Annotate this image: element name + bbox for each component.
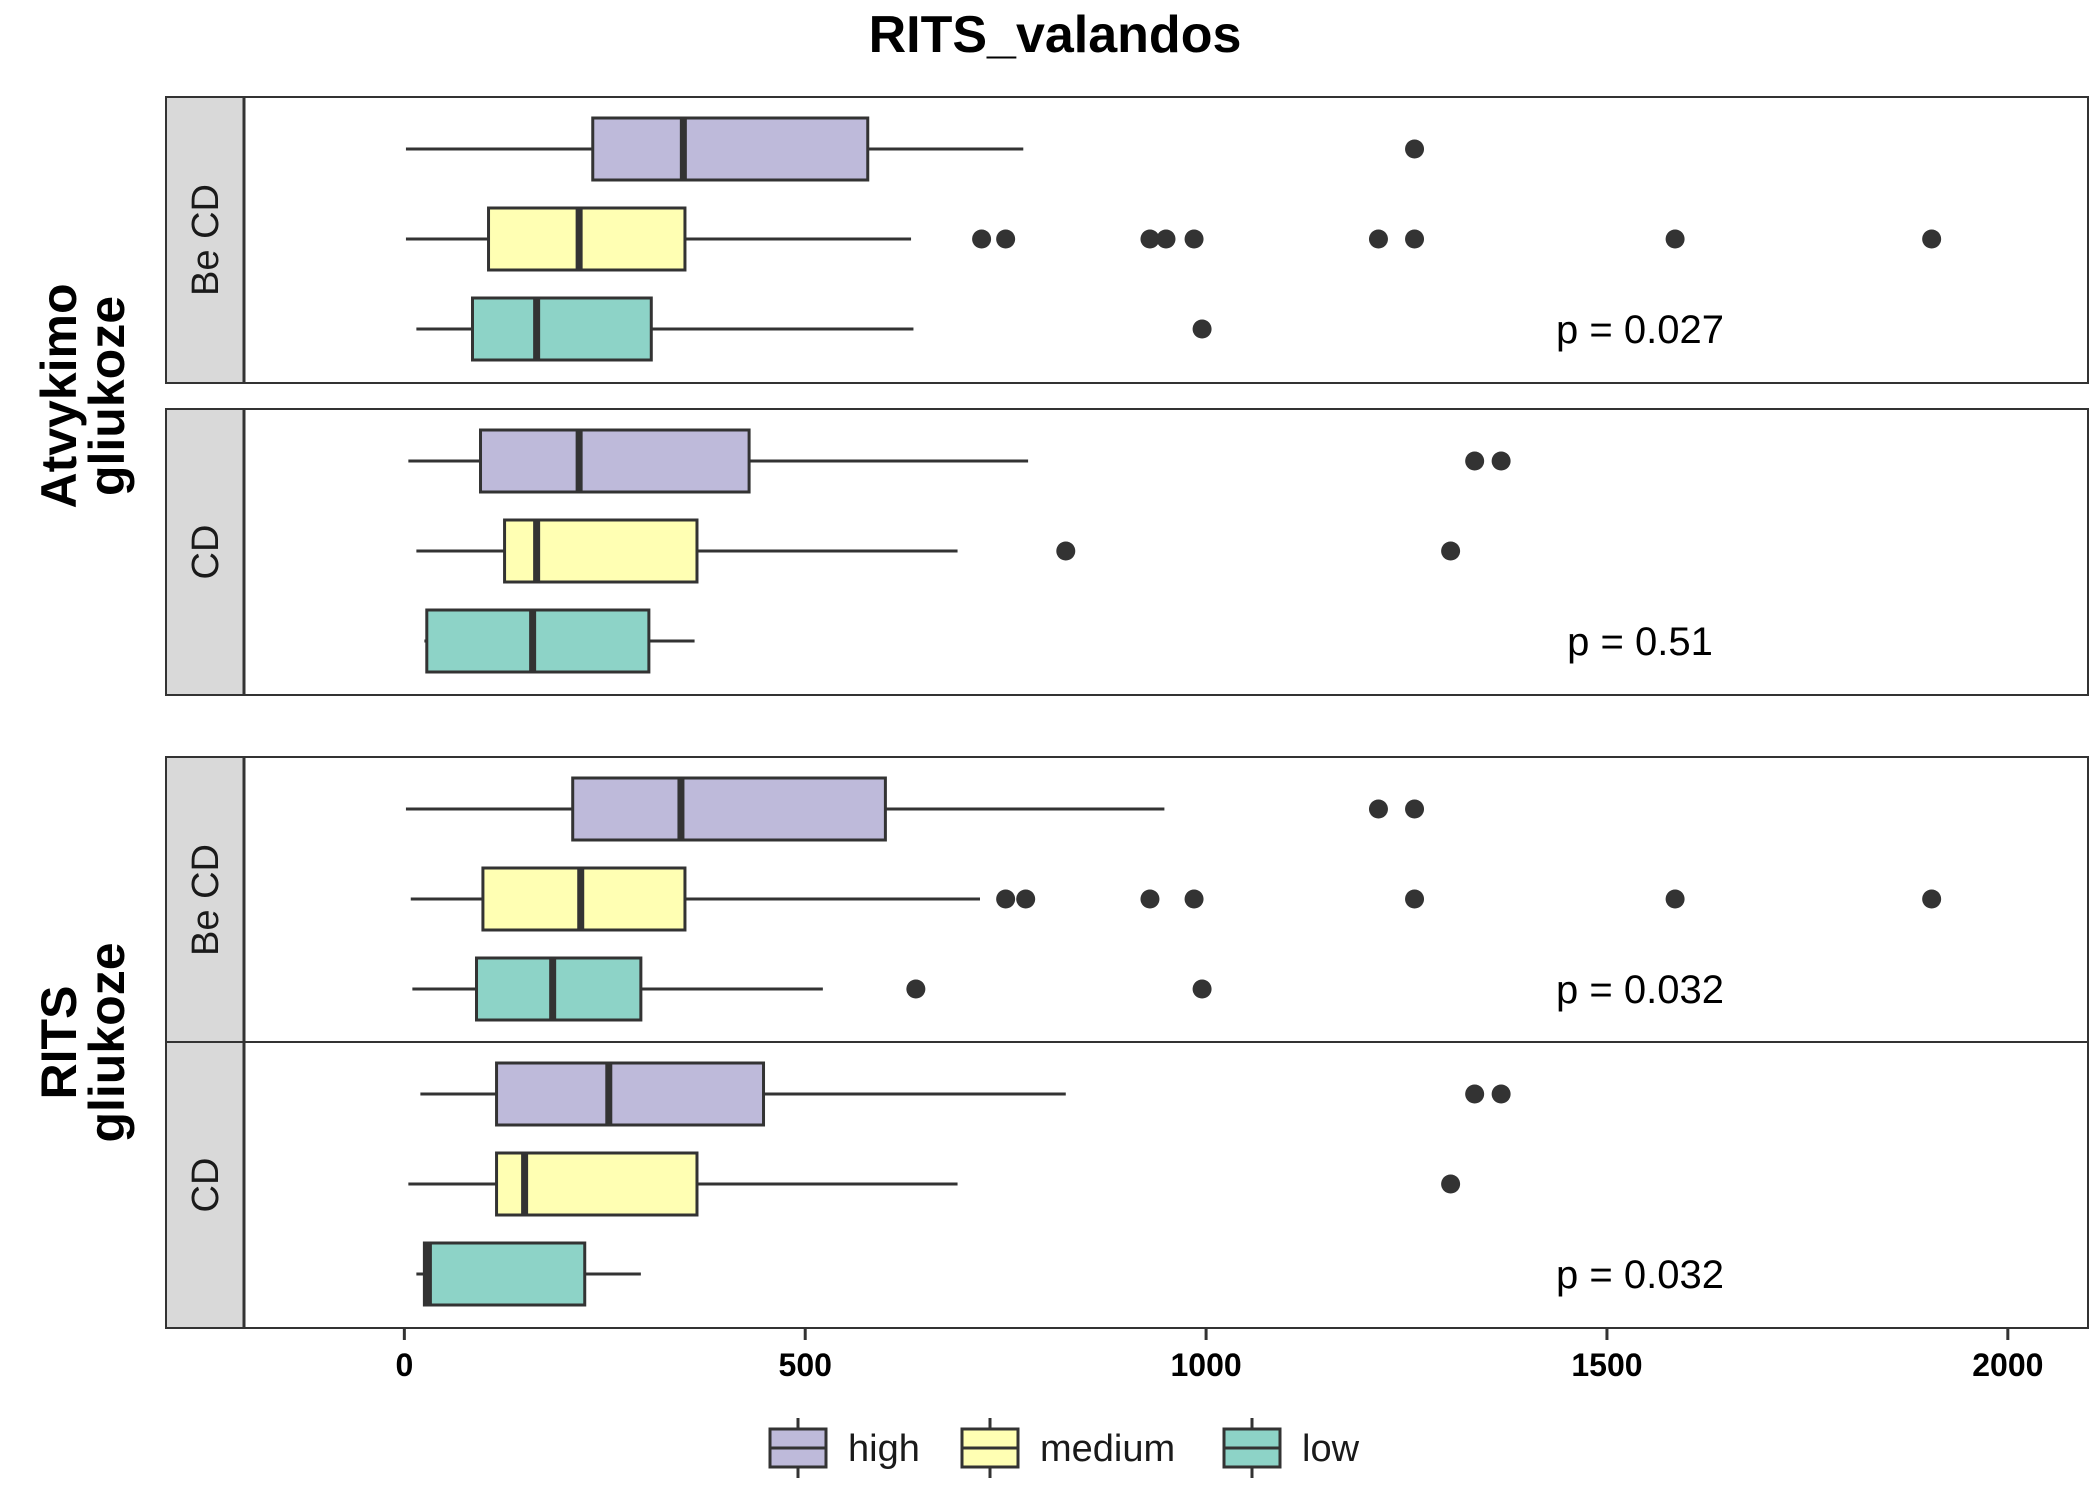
box-high [405,776,1425,842]
p-value-label: p = 0.032 [1556,968,1724,1012]
outlier-point [1140,889,1160,909]
box-iqr [591,116,870,182]
x-tick-label: 0 [395,1347,413,1383]
legend-label: medium [1040,1428,1175,1470]
facet-strip-label: CD [185,1158,227,1213]
box-high [405,116,1425,182]
outlier-point [1192,319,1212,339]
facet-strip-label: Be CD [185,844,227,956]
outlier-point [1405,889,1425,909]
box-iqr [470,296,653,362]
outlier-point [1056,541,1076,561]
x-axis: 0 500 1000 1500 2000 [395,1328,2043,1383]
legend: high medium low [768,1418,1360,1478]
legend-label: high [848,1428,920,1470]
legend-item-high: high [768,1418,920,1478]
box-iqr [495,1061,766,1127]
outlier-point [1368,799,1388,819]
panels-layer: Atvykimogliukoze Be CD p = 0.027 CD p = 0.51… [31,96,2089,1329]
facet-strip-label: Be CD [185,184,227,296]
x-tick-label: 500 [779,1347,832,1383]
legend-item-low: low [1222,1418,1360,1478]
box-iqr [571,776,887,842]
outlier-point [1192,979,1212,999]
p-value-label: p = 0.51 [1567,620,1713,664]
outlier-point [1491,451,1511,471]
box-low [416,296,1212,362]
box-high [420,1061,1511,1127]
box-iqr [495,1151,699,1217]
x-tick-label: 2000 [1972,1347,2043,1383]
outlier-point [1465,1084,1485,1104]
x-tick-label: 1500 [1571,1347,1642,1383]
box-iqr [487,206,687,272]
box-low [424,608,695,674]
legend-label: low [1302,1428,1360,1470]
outlier-point [996,889,1016,909]
p-value-label: p = 0.032 [1556,1253,1724,1297]
facet-strip [165,1041,245,1329]
outlier-point [1491,1084,1511,1104]
outlier-point [996,229,1016,249]
facet-panel: CD p = 0.032 [165,1041,2089,1329]
outlier-point [1368,229,1388,249]
facet-panel: Be CD p = 0.027 [165,96,2089,384]
box-medium [405,206,1942,272]
outlier-point [1922,889,1942,909]
outlier-point [1441,541,1461,561]
chart-title: RITS_valandos [869,6,1242,64]
outlier-point [906,979,926,999]
outlier-point [1140,229,1160,249]
outlier-point [1184,889,1204,909]
box-medium [408,1151,1461,1217]
box-iqr [422,1241,587,1307]
outlier-point [1405,799,1425,819]
facet-strip [165,408,245,696]
outlier-point [1156,229,1176,249]
box-low [416,1241,641,1307]
outlier-point [1441,1174,1461,1194]
box-low [412,956,1212,1022]
group-label: RITSgliukoze [31,942,135,1142]
facet-strip-label: CD [185,525,227,580]
outlier-point [1465,451,1485,471]
box-medium [416,518,1461,584]
outlier-point [1016,889,1036,909]
outlier-point [1184,229,1204,249]
box-iqr [425,608,651,674]
box-iqr [479,428,751,494]
legend-item-medium: medium [960,1418,1175,1478]
box-iqr [475,956,643,1022]
outlier-point [1405,229,1425,249]
outlier-point [1665,229,1685,249]
facet-panel: Be CD p = 0.032 [165,756,2089,1044]
facet-panel: CD p = 0.51 [165,408,2089,696]
group-label: Atvykimogliukoze [31,283,135,508]
box-medium [410,866,1942,932]
facet-strip [165,96,245,384]
outlier-point [1405,139,1425,159]
p-value-label: p = 0.027 [1556,308,1724,352]
x-tick-label: 1000 [1170,1347,1241,1383]
box-high [408,428,1511,494]
outlier-point [972,229,992,249]
outlier-point [1665,889,1685,909]
outlier-point [1922,229,1942,249]
